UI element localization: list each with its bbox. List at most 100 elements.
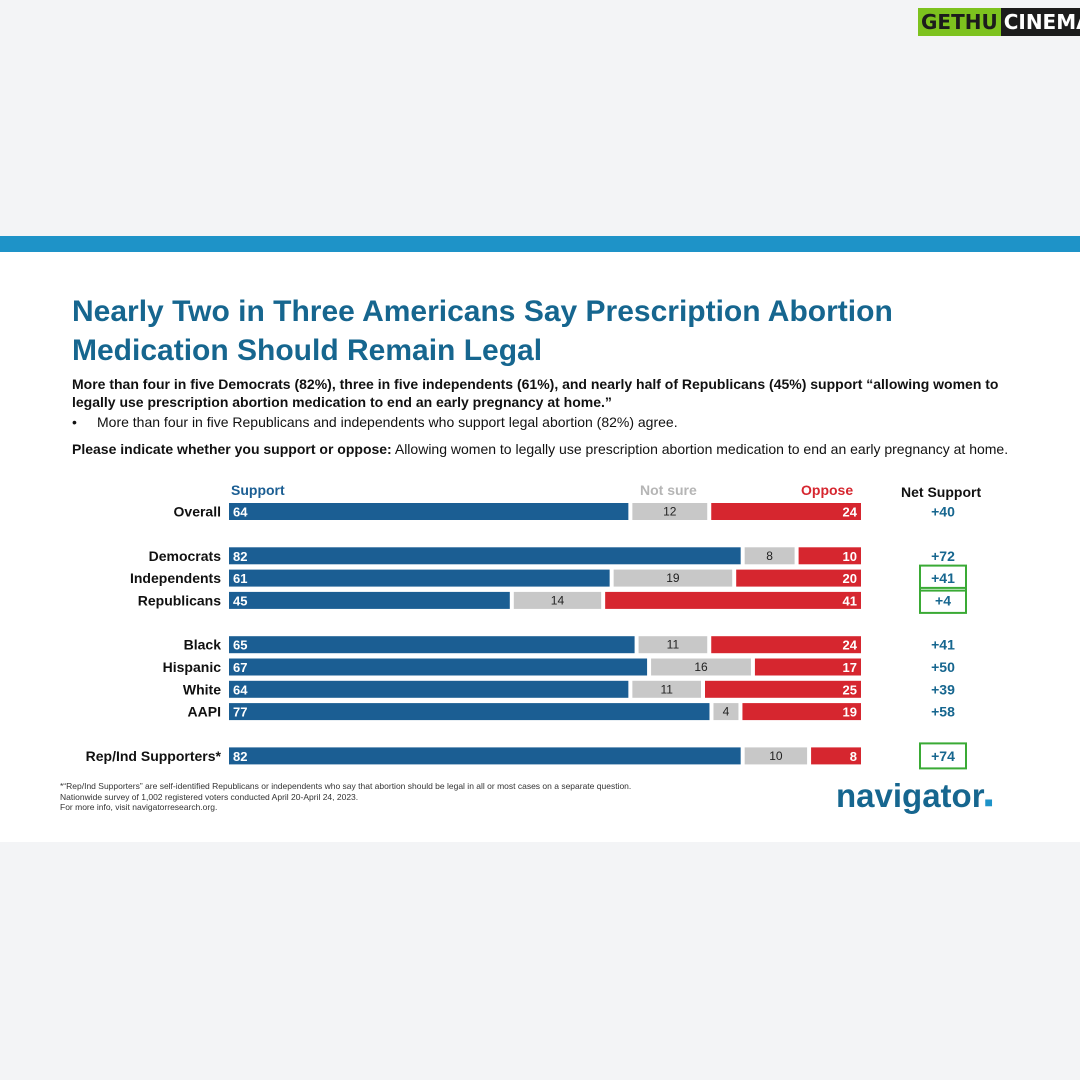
value-label-oppose: 24 [843,505,858,520]
slide-subtitle: More than four in five Democrats (82%), … [72,376,999,410]
value-label-support: 77 [233,705,247,720]
value-label-oppose: 17 [843,660,857,675]
legend-oppose: Oppose [801,482,854,498]
bullet-point: • More than four in five Republicans and… [72,413,1032,431]
value-label-not-sure: 10 [769,749,783,763]
bar-oppose [711,503,861,520]
footnote-line: Nationwide survey of 1,002 registered vo… [60,791,359,802]
question-text: Please indicate whether you support or o… [72,440,1022,458]
bar-not-sure [638,636,708,654]
bar-not-sure [632,503,708,520]
bar-not-sure [632,680,701,698]
net-support-value: +58 [931,704,955,720]
bar-oppose [754,658,861,676]
bar-support [229,658,648,676]
footnote-line: *“Rep/Ind Supporters” are self-identifie… [60,781,632,791]
value-label-support: 82 [233,549,247,564]
bullet-text: More than four in five Republicans and i… [97,414,678,430]
watermark-part2: CINEMA [1000,8,1080,36]
net-support-value: +50 [931,659,955,675]
bar-not-sure [513,591,602,609]
stacked-bar-chart: Overall 64 12 24 +40 Democrats 82 8 10 +72 Indepen… [86,503,967,770]
bar-not-sure [713,703,739,721]
net-support-value: +41 [931,570,955,586]
net-support-value: +4 [935,592,951,608]
value-label-support: 67 [233,660,247,675]
value-label-not-sure: 8 [766,549,773,563]
value-label-not-sure: 11 [660,682,673,696]
net-highlight-box [919,586,967,614]
net-highlight-box [919,742,967,770]
row-label: Black [184,637,222,653]
bar-oppose [811,747,861,765]
value-label-not-sure: 19 [666,571,680,585]
bar-support [229,547,741,565]
row-label: Rep/Ind Supporters* [86,748,222,764]
net-highlight-box [919,564,967,592]
row-label: AAPI [188,704,221,720]
net-support-header: Net Support [901,484,982,500]
bar-oppose [742,703,861,721]
bar-support [229,703,710,721]
bar-support [229,747,741,765]
value-label-not-sure: 14 [551,593,565,607]
row-label: Independents [130,570,221,586]
net-support-value: +72 [931,548,955,564]
value-label-oppose: 8 [850,749,857,764]
bar-oppose [736,569,861,587]
bar-support [229,503,629,520]
value-label-oppose: 24 [843,638,858,653]
bar-not-sure [651,658,751,676]
value-label-oppose: 19 [843,705,857,720]
value-label-support: 61 [233,571,247,586]
logo-text: navigator [836,777,985,814]
slide-top-bar [0,236,1080,252]
navigator-logo: navigator■ [836,776,993,822]
value-label-not-sure: 16 [694,660,708,674]
value-label-support: 82 [233,749,247,764]
bar-not-sure [613,569,733,587]
value-label-oppose: 41 [843,593,857,608]
value-label-not-sure: 12 [663,505,677,519]
value-label-oppose: 20 [843,571,857,586]
value-label-support: 64 [233,682,248,697]
net-support-value: +40 [931,504,955,520]
value-label-not-sure: 4 [723,705,730,719]
legend-support: Support [231,482,285,498]
footnotes: *“Rep/Ind Supporters” are self-identifie… [60,781,820,813]
net-support-value: +39 [931,681,955,697]
value-label-support: 65 [233,638,247,653]
row-label: Democrats [149,548,222,564]
question-lead: Please indicate whether you support or o… [72,441,392,457]
row-label: Overall [174,504,221,520]
value-label-oppose: 10 [843,549,857,564]
value-label-not-sure: 11 [667,638,680,652]
row-label: White [183,681,221,697]
row-label: Republicans [138,592,221,608]
question-body: Allowing women to legally use prescripti… [394,441,1009,457]
net-support-value: +41 [931,637,955,653]
value-label-support: 45 [233,593,247,608]
value-label-oppose: 25 [843,682,857,697]
row-label: Hispanic [163,659,222,675]
bar-not-sure [744,747,808,765]
bar-support [229,636,635,654]
bullet-icon: • [72,414,77,430]
slide-title: Nearly Two in Three Americans Say Prescr… [72,295,893,367]
bar-support [229,680,629,698]
legend-not-sure: Not sure [640,482,697,498]
watermark-logo: GETHU CINEMA [918,8,1080,36]
watermark-part1: GETHU [918,8,1001,36]
bar-support [229,591,510,609]
net-support-value: +74 [931,748,955,764]
slide: Nearly Two in Three Americans Say Prescr… [0,236,1080,842]
bar-oppose [605,591,861,609]
bar-oppose [798,547,861,565]
bar-support [229,569,610,587]
bar-oppose [705,680,861,698]
bar-oppose [711,636,861,654]
logo-mark-icon: ■ [984,794,994,810]
value-label-support: 64 [233,505,248,520]
bar-not-sure [744,547,795,565]
footnote-line: For more info, visit navigatorresearch.o… [60,802,218,812]
